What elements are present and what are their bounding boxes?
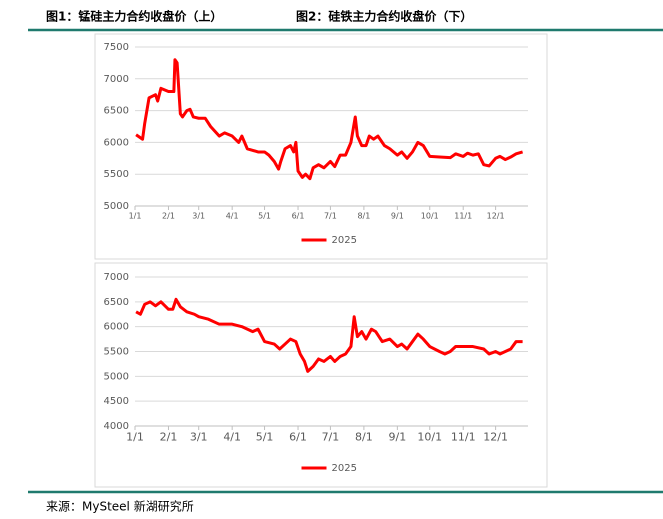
x-tick-label: 5/1 (258, 212, 271, 221)
line-series (135, 297, 523, 373)
x-tick-label: 5/1 (256, 431, 274, 444)
y-tick-label: 7000 (104, 74, 129, 85)
legend-label: 2025 (332, 463, 357, 474)
x-tick-label: 10/1 (417, 431, 442, 444)
y-tick-label: 5500 (104, 347, 129, 358)
y-tick-label: 6500 (104, 297, 129, 308)
x-tick-label: 2/1 (160, 431, 178, 444)
x-tick-label: 4/1 (223, 431, 241, 444)
figure-1-title: 图1：锰硅主力合约收盘价（上） (46, 9, 222, 24)
x-tick-label: 2/1 (162, 212, 175, 221)
x-tick-label: 7/1 (324, 212, 337, 221)
x-tick-label: 12/1 (487, 212, 505, 221)
x-tick-label: 4/1 (226, 212, 239, 221)
x-tick-label: 6/1 (289, 431, 307, 444)
x-tick-label: 6/1 (292, 212, 305, 221)
figure-2-title: 图2：硅铁主力合约收盘价（下） (296, 9, 472, 24)
x-tick-label: 1/1 (126, 431, 144, 444)
y-tick-label: 5500 (104, 169, 129, 180)
chart-frame (94, 262, 548, 488)
x-tick-label: 11/1 (454, 212, 472, 221)
y-tick-label: 6000 (104, 137, 129, 148)
x-tick-label: 8/1 (357, 212, 370, 221)
x-tick-label: 3/1 (192, 212, 205, 221)
x-tick-label: 10/1 (421, 212, 439, 221)
x-tick-label: 11/1 (451, 431, 476, 444)
y-tick-label: 7000 (104, 272, 129, 283)
source: 来源：MySteel 新湖研究所 (46, 499, 194, 514)
y-tick-label: 4000 (104, 421, 129, 432)
x-tick-label: 3/1 (190, 431, 208, 444)
x-tick-label: 12/1 (483, 431, 508, 444)
x-tick-label: 9/1 (391, 212, 404, 221)
x-tick-label: 7/1 (322, 431, 340, 444)
chart-frame (94, 33, 548, 260)
x-tick-label: 8/1 (355, 431, 373, 444)
y-tick-label: 6000 (104, 322, 129, 333)
x-tick-label: 1/1 (129, 212, 142, 221)
y-tick-label: 5000 (104, 371, 129, 382)
x-tick-label: 9/1 (389, 431, 407, 444)
y-tick-label: 6500 (104, 106, 129, 117)
y-tick-label: 7500 (104, 42, 129, 53)
y-tick-label: 4500 (104, 396, 129, 407)
y-tick-label: 5000 (104, 201, 129, 212)
line-series (135, 58, 524, 181)
legend-label: 2025 (332, 235, 357, 246)
